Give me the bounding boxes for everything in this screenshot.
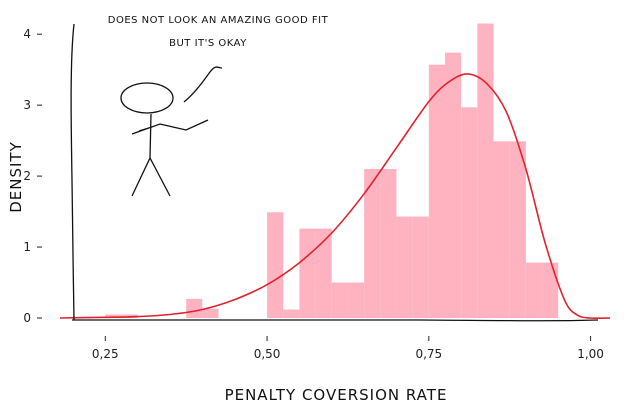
x-tick-label: 0,25: [92, 347, 119, 361]
annotation-line-2: BUT IT'S OKAY: [169, 38, 247, 49]
histogram-bar: [331, 282, 348, 318]
x-axis-title: PENALTY COVERSION RATE: [225, 386, 448, 404]
histogram-bar: [202, 308, 219, 318]
y-tick-label: 3: [23, 98, 31, 112]
density-curve-group: [59, 73, 611, 320]
y-tick-label: 1: [23, 240, 31, 254]
histogram-bar: [412, 216, 429, 318]
histogram-bar: [477, 23, 494, 319]
x-axis-line: [71, 319, 599, 322]
histogram-bar: [509, 141, 526, 318]
x-axis-ticks: 0,25 0,50 0,75 1,00: [92, 336, 604, 361]
stick-figure-head: [120, 82, 174, 114]
histogram-bar: [315, 228, 332, 318]
stick-figure-legs: [131, 156, 171, 197]
histogram-bar: [364, 169, 381, 318]
histogram-bar: [105, 314, 122, 318]
stick-figure-arms: [131, 119, 209, 135]
stick-figure: [120, 66, 223, 197]
density-curve: [59, 73, 611, 320]
histogram-bar: [445, 52, 462, 319]
histogram-bar: [493, 141, 510, 318]
speech-line: [183, 66, 223, 103]
histogram-bar: [461, 107, 478, 319]
histogram-bar: [186, 298, 203, 318]
x-tick-label: 1,00: [577, 347, 604, 361]
histogram-bar: [525, 262, 543, 318]
y-axis-title: DENSITY: [7, 141, 25, 213]
annotation-line-1: DOES NOT LOOK AN AMAZING GOOD FIT: [108, 15, 329, 26]
x-tick-label: 0,50: [254, 347, 281, 361]
y-tick-label: 2: [23, 169, 31, 183]
histogram-bar: [542, 262, 559, 318]
histogram-bars: [105, 23, 559, 319]
histogram-bar: [283, 309, 300, 318]
histogram-bar: [267, 212, 284, 318]
histogram-bar: [299, 228, 316, 318]
stick-figure-body: [149, 113, 152, 159]
histogram-bar: [428, 64, 445, 318]
histogram-bar: [396, 216, 413, 318]
y-axis-ticks: 0 1 2 3 4: [23, 27, 42, 325]
y-tick-label: 4: [23, 27, 31, 41]
x-tick-label: 0,75: [415, 347, 442, 361]
y-axis-line: [70, 23, 75, 321]
y-tick-label: 0: [23, 311, 31, 325]
histogram-bar: [347, 282, 365, 318]
histogram-bar: [380, 169, 397, 318]
